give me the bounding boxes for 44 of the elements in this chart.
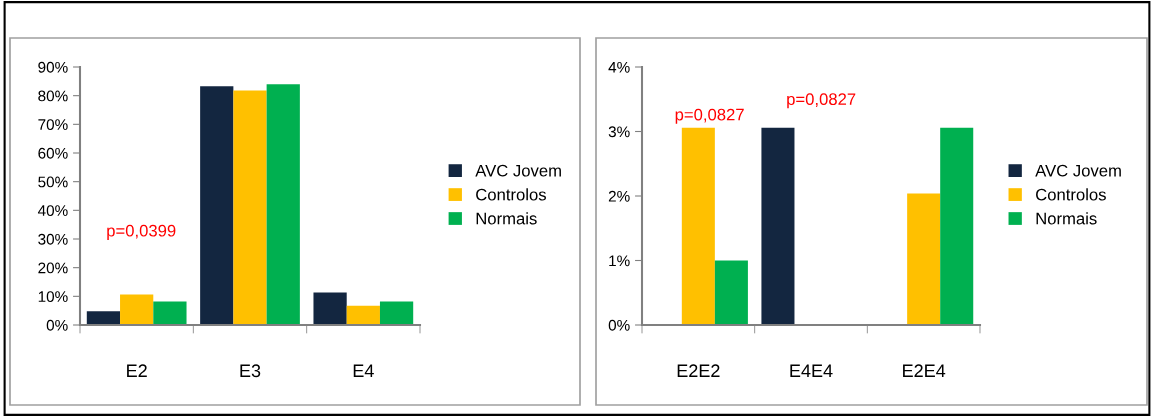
y-tick-label: 50% <box>38 176 68 188</box>
y-tick-label: 3% <box>608 126 630 138</box>
y-tick-label: 90% <box>38 61 68 73</box>
y-tick-label: 70% <box>38 119 68 131</box>
annotation: p=0,0827 <box>675 108 744 124</box>
x-tick-label: E2E2 <box>677 364 720 377</box>
bar <box>233 90 267 325</box>
legend-label: Controlos <box>476 188 546 201</box>
x-tick-label: E3 <box>240 364 261 378</box>
bar <box>313 292 347 325</box>
legend-label: Controlos <box>1036 188 1106 201</box>
annotation: p=0,0399 <box>107 224 176 240</box>
bar <box>379 301 414 325</box>
bar <box>761 127 795 325</box>
bar <box>120 294 154 325</box>
y-tick-label: 2% <box>608 190 630 202</box>
y-tick-label: 40% <box>37 205 68 217</box>
y-tick-label: 20% <box>38 262 68 274</box>
y-tick-label: 10% <box>38 291 68 303</box>
x-tick-label: E2 <box>127 364 147 377</box>
y-tick-label: 60% <box>38 147 68 159</box>
y-tick-label: 1% <box>609 255 630 267</box>
annotation: p=0,0827 <box>787 93 856 109</box>
y-tick-label: 80% <box>38 90 68 102</box>
bar <box>714 260 748 325</box>
bar <box>346 305 380 325</box>
bar <box>907 193 941 325</box>
x-tick-label: E2E4 <box>903 364 946 377</box>
legend-label: AVC Jovem <box>1035 164 1121 177</box>
x-tick-label: E4 <box>353 364 374 377</box>
y-tick-label: 4% <box>608 61 630 73</box>
x-tick-label: E4E4 <box>790 364 833 377</box>
y-tick-label: 30% <box>38 233 68 245</box>
bar <box>86 311 121 325</box>
y-tick-label: 0% <box>46 319 68 331</box>
bar <box>200 86 234 325</box>
bar <box>153 301 187 325</box>
legend-label: Normais <box>1036 212 1097 225</box>
bar <box>681 127 715 325</box>
bar <box>266 84 300 325</box>
bar <box>940 127 974 325</box>
legend-label: Normais <box>476 212 537 225</box>
y-tick-label: 0% <box>608 319 630 331</box>
legend-label: AVC Jovem <box>475 164 561 177</box>
